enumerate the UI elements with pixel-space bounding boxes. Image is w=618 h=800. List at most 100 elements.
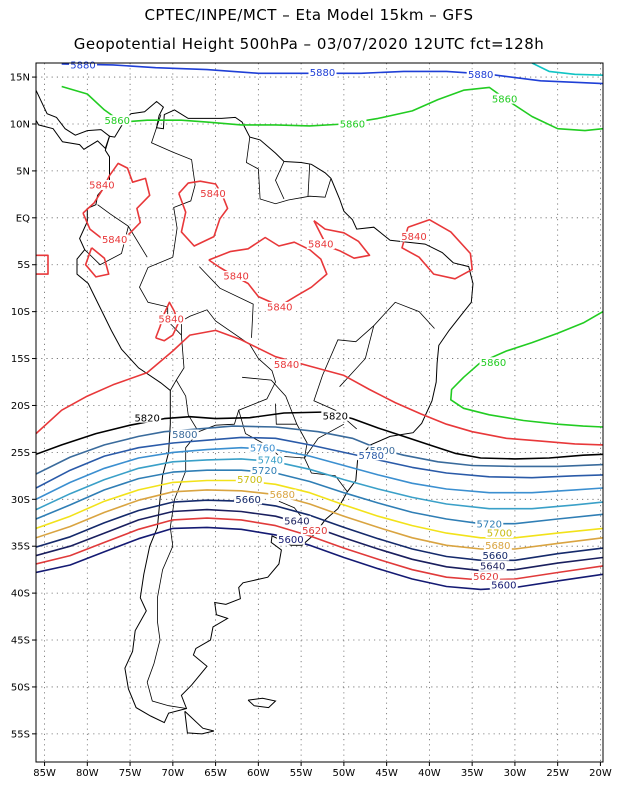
contour-label-bg	[489, 579, 518, 590]
contour-label-5880: 5880	[310, 68, 335, 79]
contour-label-5680: 5680	[485, 541, 510, 552]
south-america-coastline	[76, 100, 474, 724]
contour-label-bg	[321, 410, 350, 421]
contour-5840	[84, 247, 110, 278]
contour-5840	[82, 162, 151, 243]
lon-tick-label: 20W	[589, 768, 612, 779]
map-title-line-1: CPTEC/INPE/MCT – Eta Model 15km – GFS	[144, 6, 474, 24]
contour-labels: 5880 5880 5880 5860 5860 5860 5860 5840 5840 5840…	[69, 59, 519, 591]
contour-label-5720: 5720	[477, 519, 502, 530]
contour-label-bg	[475, 518, 504, 529]
political-border	[175, 309, 276, 433]
contour-label-5840: 5840	[308, 240, 333, 251]
contour-label-5620: 5620	[473, 572, 498, 583]
contour-label-5760: 5760	[250, 443, 275, 454]
contour-label-5600: 5600	[491, 580, 516, 591]
contour-5800	[36, 425, 603, 475]
contour-label-bg	[357, 450, 386, 461]
contour-label-5840: 5840	[401, 232, 426, 243]
lat-tick-label: 50S	[11, 682, 30, 693]
map-frame	[35, 62, 604, 763]
contour-5780	[36, 436, 603, 489]
contour-label-bg	[466, 69, 495, 80]
contour-5840	[178, 180, 229, 247]
contour-label-5860: 5860	[492, 94, 517, 105]
contour-label-bg	[248, 442, 277, 453]
lon-tick-label: 65W	[204, 768, 227, 779]
contour-5840	[36, 254, 49, 275]
contour-label-5840: 5840	[89, 181, 114, 192]
lon-tick-label: 85W	[33, 768, 56, 779]
contour-label-bg	[103, 115, 132, 126]
contour-5760	[36, 446, 603, 501]
contour-label-bg	[485, 528, 514, 539]
contour-label-5700: 5700	[237, 475, 262, 486]
lon-tick-label: 70W	[162, 768, 185, 779]
lon-tick-label: 55W	[290, 768, 313, 779]
contour-label-5840: 5840	[158, 315, 183, 326]
contour-label-bg	[256, 454, 285, 465]
lon-tick-label: 50W	[333, 768, 356, 779]
contour-label-bg	[133, 412, 162, 423]
contour-label-bg	[308, 67, 337, 78]
contour-label-bg	[479, 357, 508, 368]
political-border	[242, 376, 298, 425]
political-border	[258, 168, 332, 205]
graticule-grid	[36, 63, 603, 762]
contour-label-5740: 5740	[258, 455, 283, 466]
contour-label-bg	[300, 525, 329, 536]
contour-label-5720: 5720	[252, 466, 277, 477]
political-border	[304, 423, 348, 493]
contour-label-5840: 5840	[223, 272, 248, 283]
lat-tick-label: 10S	[11, 307, 30, 318]
contour-label-bg	[483, 540, 512, 551]
contour-label-bg	[170, 429, 199, 440]
lat-tick-label: 55S	[11, 729, 30, 740]
political-border	[139, 256, 185, 391]
political-border	[275, 161, 285, 200]
lon-tick-label: 25W	[546, 768, 569, 779]
contour-5840	[36, 329, 603, 446]
contour-label-5840: 5840	[267, 303, 292, 314]
contour-label-bg	[306, 239, 335, 250]
contour-label-5820: 5820	[323, 411, 348, 422]
contour-label-5600: 5600	[278, 535, 303, 546]
lat-tick-label: 25S	[11, 448, 30, 459]
lon-tick-label: 75W	[119, 768, 142, 779]
contour-label-5640: 5640	[284, 516, 309, 527]
lon-tick-label: 80W	[76, 768, 99, 779]
political-border	[97, 204, 148, 258]
contour-label-bg	[157, 314, 186, 325]
contour-label-5640: 5640	[480, 562, 505, 573]
contour-label-bg	[87, 179, 116, 190]
contour-label-bg	[265, 301, 294, 312]
lat-tick-label: 10N	[10, 119, 30, 130]
contour-label-5620: 5620	[302, 526, 327, 537]
contour-label-5860: 5860	[105, 116, 130, 127]
contour-5860	[61, 85, 603, 132]
contour-label-bg	[282, 515, 311, 526]
political-border	[151, 114, 196, 258]
lat-tick-label: EQ	[16, 213, 30, 224]
contour-label-bg	[268, 489, 297, 500]
contour-5900	[531, 63, 603, 76]
contour-label-5840: 5840	[102, 235, 127, 246]
lon-tick-label: 35W	[461, 768, 484, 779]
lat-tick-label: 5S	[17, 260, 30, 271]
lat-tick-label: 20S	[11, 401, 30, 412]
political-border	[313, 325, 375, 430]
contour-label-bg	[69, 59, 98, 70]
contour-label-bg	[100, 234, 129, 245]
contour-label-bg	[234, 494, 263, 505]
political-border	[307, 164, 311, 197]
tierra-del-fuego-coastline	[184, 710, 215, 735]
lat-tick-label: 45S	[11, 636, 30, 647]
contour-label-5800: 5800	[172, 430, 197, 441]
contour-label-bg	[276, 534, 305, 545]
contour-label-bg	[490, 93, 519, 104]
lat-tick-label: 15N	[10, 73, 30, 84]
contour-label-5840: 5840	[200, 189, 225, 200]
lon-tick-label: 60W	[247, 768, 270, 779]
contour-lines	[36, 63, 603, 591]
contour-label-bg	[222, 270, 251, 281]
